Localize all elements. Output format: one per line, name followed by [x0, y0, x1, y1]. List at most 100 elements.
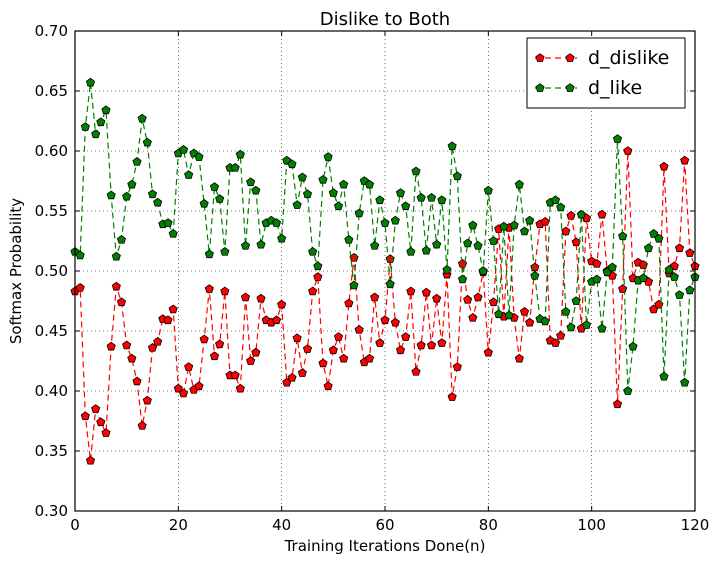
- data-point-d-like: [478, 266, 488, 275]
- legend-marker-d-like: [565, 83, 575, 92]
- y-tick-label: 0.60: [35, 142, 68, 160]
- data-point-d-dislike: [240, 292, 251, 302]
- data-point-d-dislike: [91, 404, 101, 413]
- data-point-d-dislike: [96, 417, 106, 427]
- data-point-d-like: [292, 200, 302, 209]
- data-point-d-dislike: [230, 370, 240, 380]
- data-point-d-dislike: [111, 281, 121, 291]
- data-point-d-like: [432, 239, 442, 249]
- x-tick-label: 40: [272, 516, 291, 534]
- data-point-d-like: [339, 179, 349, 189]
- data-point-d-like: [519, 226, 530, 236]
- data-point-d-like: [581, 320, 592, 329]
- data-point-d-dislike: [168, 304, 178, 314]
- legend: d_dislike d_like: [526, 37, 686, 109]
- data-point-d-dislike: [339, 353, 349, 363]
- data-point-d-like: [178, 145, 189, 154]
- data-point-d-like: [540, 316, 550, 326]
- data-point-d-like: [561, 307, 571, 316]
- data-point-d-like: [142, 137, 152, 147]
- data-point-d-dislike: [525, 317, 535, 327]
- data-point-d-like: [375, 195, 385, 205]
- data-point-d-dislike: [375, 338, 385, 347]
- data-point-d-like: [194, 152, 204, 161]
- data-point-d-dislike: [416, 340, 426, 350]
- data-point-d-like: [137, 113, 147, 123]
- data-point-d-dislike: [323, 381, 333, 391]
- data-point-d-dislike: [550, 338, 561, 347]
- data-point-d-dislike: [271, 315, 282, 325]
- data-point-d-dislike: [530, 262, 540, 272]
- data-point-d-like: [215, 194, 225, 203]
- data-point-d-like: [96, 117, 106, 127]
- y-tick-label: 0.30: [35, 502, 68, 520]
- data-point-d-like: [680, 377, 690, 387]
- data-point-d-like: [504, 310, 514, 320]
- data-point-d-dislike: [184, 362, 194, 371]
- y-tick-label: 0.50: [35, 262, 68, 280]
- data-point-d-dislike: [483, 347, 493, 357]
- x-tick-label: 0: [70, 516, 80, 534]
- data-point-d-like: [411, 166, 421, 176]
- data-point-d-like: [80, 122, 90, 131]
- data-point-d-like: [199, 199, 209, 208]
- data-point-d-dislike: [597, 209, 607, 219]
- data-point-d-dislike: [122, 340, 132, 350]
- data-point-d-dislike: [447, 392, 457, 401]
- data-point-d-like: [457, 274, 468, 284]
- data-point-d-dislike: [437, 338, 447, 347]
- data-point-d-like: [344, 235, 354, 244]
- legend-marker-d-like: [535, 83, 545, 92]
- data-point-d-dislike: [354, 325, 364, 334]
- data-point-d-like: [416, 193, 426, 202]
- data-point-d-like: [514, 179, 524, 189]
- chart-title: Dislike to Both: [320, 9, 450, 30]
- data-point-d-like: [230, 163, 240, 172]
- data-point-d-like: [349, 280, 359, 290]
- data-point-d-like: [204, 249, 214, 259]
- y-tick-label: 0.40: [35, 382, 68, 400]
- data-point-d-dislike: [75, 283, 85, 292]
- data-point-d-like: [643, 243, 654, 253]
- data-point-d-like: [287, 159, 297, 169]
- data-point-d-dislike: [659, 161, 669, 171]
- data-point-d-like: [240, 241, 251, 250]
- data-point-d-dislike: [519, 307, 530, 316]
- data-point-d-like: [674, 290, 685, 299]
- data-point-d-like: [168, 229, 178, 238]
- legend-marker-d-dislike: [565, 53, 575, 62]
- data-point-d-like: [406, 247, 416, 256]
- data-point-d-dislike: [292, 333, 302, 343]
- data-point-d-dislike: [153, 337, 163, 346]
- data-point-d-like: [313, 261, 323, 271]
- data-point-d-like: [468, 220, 478, 230]
- data-point-d-dislike: [147, 343, 158, 352]
- data-point-d-like: [101, 105, 111, 115]
- data-point-d-dislike: [540, 217, 550, 226]
- data-point-d-like: [395, 188, 406, 197]
- data-point-d-dislike: [401, 332, 411, 341]
- data-point-d-dislike: [308, 286, 318, 296]
- data-point-d-dislike: [344, 298, 354, 308]
- data-point-d-dislike: [313, 272, 323, 281]
- data-point-d-dislike: [318, 358, 328, 368]
- legend-label-d-like: d_like: [588, 77, 642, 99]
- x-tick-label: 60: [375, 516, 394, 534]
- data-point-d-dislike: [220, 286, 230, 296]
- data-point-d-like: [318, 175, 328, 184]
- data-point-d-dislike: [380, 315, 390, 325]
- data-point-d-like: [525, 215, 535, 225]
- x-tick-label: 100: [577, 516, 606, 534]
- data-point-d-like: [251, 185, 261, 195]
- data-point-d-like: [122, 191, 132, 201]
- data-point-d-like: [509, 220, 519, 230]
- data-point-d-like: [483, 185, 493, 195]
- data-point-d-dislike: [556, 331, 566, 340]
- data-point-d-like: [566, 322, 576, 332]
- data-point-d-like: [654, 233, 664, 243]
- y-tick-label: 0.70: [35, 22, 68, 40]
- data-point-d-like: [623, 386, 633, 395]
- data-point-d-dislike: [137, 421, 147, 430]
- data-point-d-dislike: [127, 353, 137, 363]
- data-point-d-dislike: [370, 292, 380, 302]
